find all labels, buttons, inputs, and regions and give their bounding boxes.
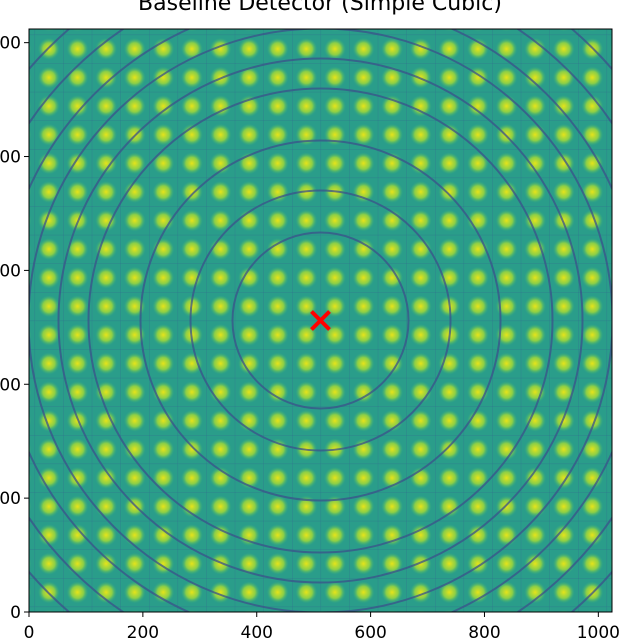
y-tick-label: 1000 bbox=[0, 34, 21, 54]
x-tick-label: 600 bbox=[354, 623, 386, 641]
y-tick-label: 200 bbox=[0, 489, 21, 509]
ring bbox=[231, 231, 410, 410]
y-tick-label: 600 bbox=[0, 261, 21, 281]
ring bbox=[87, 87, 554, 554]
ring bbox=[189, 189, 452, 452]
x-tick-label: 0 bbox=[24, 623, 35, 641]
marker bbox=[310, 310, 331, 331]
y-tick-label: 400 bbox=[0, 375, 21, 395]
x-tick-label: 800 bbox=[468, 623, 500, 641]
ring bbox=[139, 139, 502, 502]
y-tick-label: 0 bbox=[10, 603, 21, 623]
x-tick-label: 400 bbox=[241, 623, 273, 641]
chart-title: Baseline Detector (Simple Cubic) bbox=[138, 0, 502, 16]
x-tick-label: 1000 bbox=[577, 623, 620, 641]
x-tick-label: 200 bbox=[127, 623, 159, 641]
ring bbox=[57, 57, 584, 584]
y-tick-label: 800 bbox=[0, 148, 21, 168]
axes-frame bbox=[28, 28, 613, 613]
